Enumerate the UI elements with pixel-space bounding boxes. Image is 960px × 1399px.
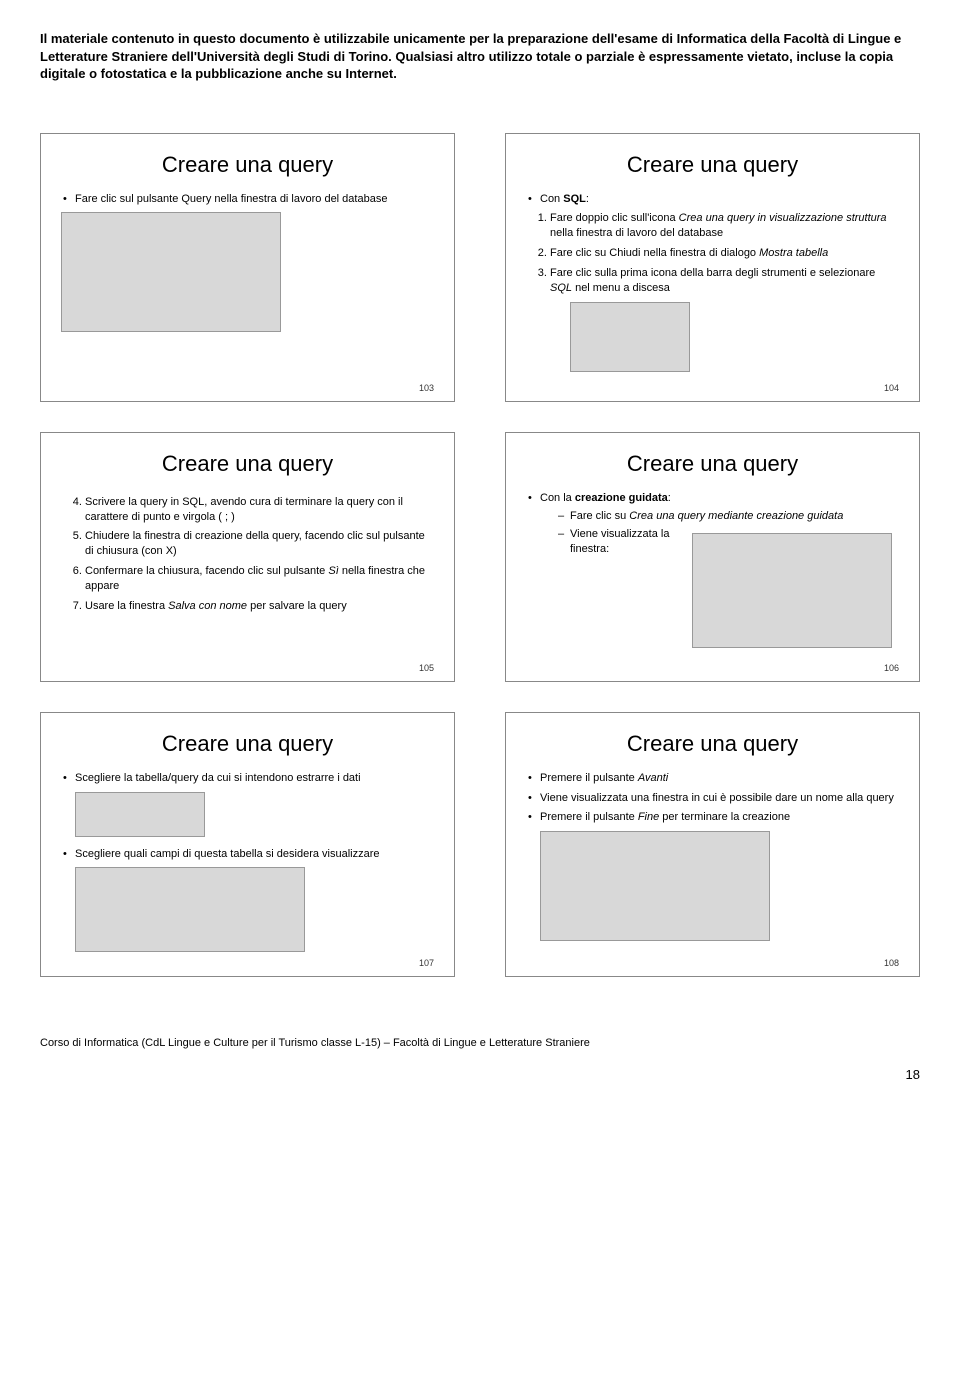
- slide-106: Creare una query Con la creazione guidat…: [505, 432, 920, 682]
- list-item: Confermare la chiusura, facendo clic sul…: [85, 564, 434, 594]
- text-italic: Crea una query in visualizzazione strutt…: [679, 212, 887, 224]
- table-selection-image: [75, 792, 205, 837]
- text: Viene visualizzata la finestra:: [570, 527, 680, 557]
- slide-108: Creare una query Premere il pulsante Ava…: [505, 712, 920, 978]
- slide-103: Creare una query Fare clic sul pulsante …: [40, 133, 455, 402]
- list-item: Fare clic sulla prima icona della barra …: [550, 266, 899, 372]
- list-item: Usare la finestra Salva con nome per sal…: [85, 599, 434, 614]
- slide-body: Con la creazione guidata: Fare clic su C…: [526, 491, 899, 657]
- slide-number: 106: [526, 657, 899, 673]
- slide-number: 104: [526, 377, 899, 393]
- slide-title: Creare una query: [526, 451, 899, 477]
- slide-body: Scrivere la query in SQL, avendo cura di…: [61, 491, 434, 657]
- text-italic: Crea una query mediante creazione guidat…: [629, 510, 843, 522]
- bullet-item: Scegliere la tabella/query da cui si int…: [61, 771, 434, 786]
- slide-title: Creare una query: [526, 152, 899, 178]
- disclaimer-header: Il materiale contenuto in questo documen…: [40, 30, 920, 83]
- text: Fare clic su: [570, 510, 629, 522]
- slide-title: Creare una query: [526, 731, 899, 757]
- list-item: Fare doppio clic sull'icona Crea una que…: [550, 211, 899, 241]
- text: Premere il pulsante: [540, 811, 638, 823]
- list-item: Fare clic su Chiudi nella finestra di di…: [550, 246, 899, 261]
- database-window-image: [61, 212, 281, 332]
- slide-105: Creare una query Scrivere la query in SQ…: [40, 432, 455, 682]
- slide-number: 105: [61, 657, 434, 673]
- list-item: Chiudere la finestra di creazione della …: [85, 529, 434, 559]
- text-italic: Sì: [328, 565, 338, 577]
- field-selection-image: [75, 867, 305, 952]
- text: Fare clic su Chiudi nella finestra di di…: [550, 247, 759, 259]
- slide-body: Con SQL: Fare doppio clic sull'icona Cre…: [526, 192, 899, 377]
- slide-104: Creare una query Con SQL: Fare doppio cl…: [505, 133, 920, 402]
- text: per terminare la creazione: [659, 811, 790, 823]
- text-bold: creazione guidata: [575, 492, 668, 504]
- slide-107: Creare una query Scegliere la tabella/qu…: [40, 712, 455, 978]
- slide-body: Fare clic sul pulsante Query nella fines…: [61, 192, 434, 377]
- sublist: Fare clic su Crea una query mediante cre…: [540, 509, 899, 649]
- slide-body: Scegliere la tabella/query da cui si int…: [61, 771, 434, 953]
- bullet-item: Viene visualizzata una finestra in cui è…: [526, 791, 899, 806]
- ordered-list: Scrivere la query in SQL, avendo cura di…: [61, 495, 434, 614]
- text: Fare doppio clic sull'icona: [550, 212, 679, 224]
- text: Fare clic sulla prima icona della barra …: [550, 267, 875, 279]
- bullet-item: Premere il pulsante Fine per terminare l…: [526, 810, 899, 825]
- text: Premere il pulsante: [540, 772, 638, 784]
- sql-menu-image: [570, 302, 690, 372]
- text: :: [668, 492, 671, 504]
- wizard-finish-image: [540, 831, 770, 941]
- wizard-dialog-image: [692, 533, 892, 648]
- text: :: [586, 193, 589, 205]
- text: nella finestra di lavoro del database: [550, 227, 723, 239]
- sub-item: Fare clic su Crea una query mediante cre…: [558, 509, 899, 524]
- bullet-item: Con la creazione guidata: Fare clic su C…: [526, 491, 899, 649]
- slide-title: Creare una query: [61, 451, 434, 477]
- text-italic: SQL: [550, 282, 572, 294]
- slide-body: Premere il pulsante Avanti Viene visuali…: [526, 771, 899, 953]
- footer-text: Corso di Informatica (CdL Lingue e Cultu…: [40, 1037, 920, 1049]
- page-number: 18: [40, 1067, 920, 1082]
- slide-number: 103: [61, 377, 434, 393]
- list-item: Scrivere la query in SQL, avendo cura di…: [85, 495, 434, 525]
- text-italic: Mostra tabella: [759, 247, 828, 259]
- text-bold: SQL: [563, 193, 586, 205]
- slide-number: 108: [526, 952, 899, 968]
- text-italic: Salva con nome: [168, 600, 247, 612]
- sub-item: Viene visualizzata la finestra:: [558, 527, 899, 648]
- ordered-list: Fare doppio clic sull'icona Crea una que…: [526, 211, 899, 371]
- slide-number: 107: [61, 952, 434, 968]
- text: Con: [540, 193, 563, 205]
- bullet-item: Premere il pulsante Avanti: [526, 771, 899, 786]
- text: per salvare la query: [247, 600, 347, 612]
- text-italic: Fine: [638, 811, 659, 823]
- text: Confermare la chiusura, facendo clic sul…: [85, 565, 328, 577]
- text: Usare la finestra: [85, 600, 168, 612]
- text-italic: Avanti: [638, 772, 668, 784]
- document-page: Il materiale contenuto in questo documen…: [0, 0, 960, 1399]
- slide-title: Creare una query: [61, 152, 434, 178]
- slide-grid: Creare una query Fare clic sul pulsante …: [40, 133, 920, 978]
- text: Con la: [540, 492, 575, 504]
- slide-title: Creare una query: [61, 731, 434, 757]
- bullet-item: Fare clic sul pulsante Query nella fines…: [61, 192, 434, 207]
- bullet-item: Scegliere quali campi di questa tabella …: [61, 847, 434, 862]
- text: nel menu a discesa: [572, 282, 670, 294]
- bullet-item: Con SQL:: [526, 192, 899, 207]
